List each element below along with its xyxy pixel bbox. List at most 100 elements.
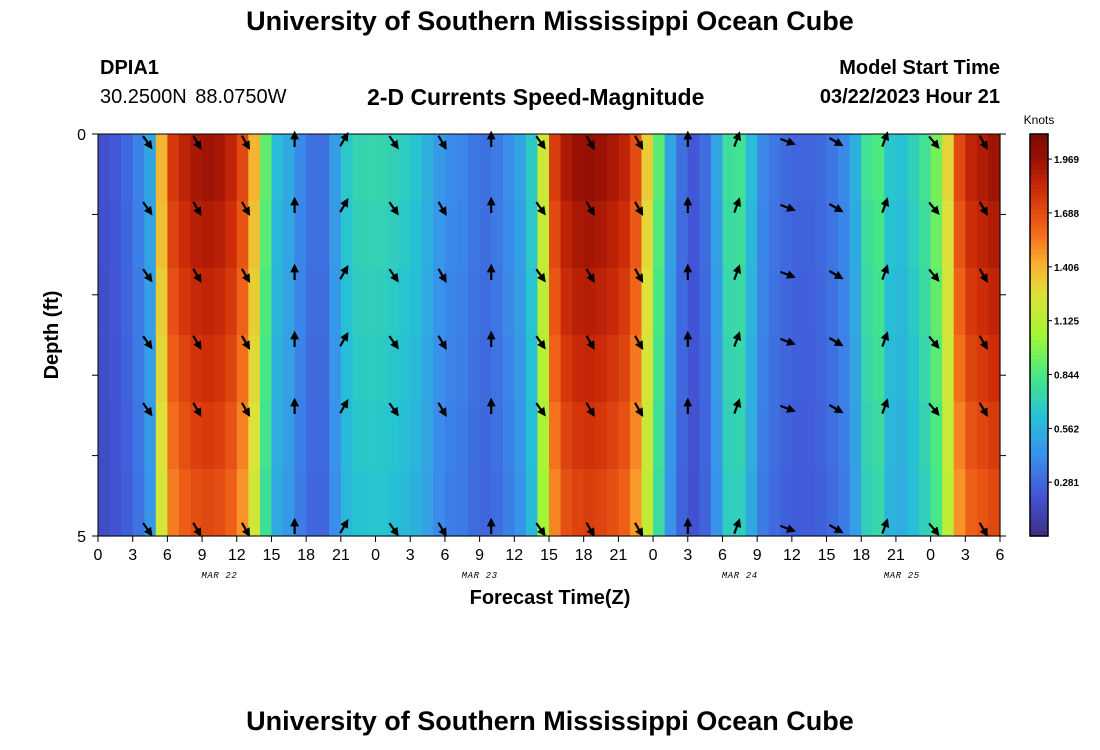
heatmap-cell — [583, 134, 596, 202]
heatmap-cell — [98, 335, 111, 403]
colorbar-segment — [1030, 385, 1048, 391]
x-tick-label: 21 — [332, 547, 350, 564]
heatmap-cell — [629, 201, 643, 269]
heatmap-cell — [549, 134, 562, 202]
colorbar-segment — [1030, 244, 1048, 251]
heatmap-cell — [456, 469, 469, 537]
heatmap-cell — [549, 469, 562, 537]
heatmap-cell — [479, 469, 492, 537]
current-arrow — [732, 264, 742, 280]
colorbar-tick-label: 1.969 — [1054, 155, 1079, 166]
heatmap-cell — [259, 402, 273, 470]
colorbar-segment — [1030, 375, 1048, 381]
x-tick-label: 12 — [505, 547, 523, 564]
heatmap-cell — [653, 402, 666, 470]
current-arrow — [828, 203, 844, 213]
heatmap-cell — [884, 402, 897, 470]
current-arrow — [388, 402, 399, 417]
heatmap-cell — [456, 134, 469, 202]
heatmap-cell — [826, 335, 839, 403]
heatmap-cell — [537, 268, 550, 336]
current-arrow — [339, 331, 349, 347]
heatmap-cell — [965, 134, 978, 202]
heatmap-cell — [259, 201, 273, 269]
heatmap-cell — [329, 402, 342, 470]
x-tick-label: 3 — [128, 547, 137, 564]
heatmap-cell — [618, 134, 631, 202]
heatmap-cell — [791, 469, 805, 537]
colorbar-segment — [1030, 174, 1048, 180]
heatmap-cell — [525, 402, 539, 470]
heatmap-cell — [606, 134, 619, 202]
heatmap-cell — [560, 201, 573, 269]
heatmap-cell — [838, 268, 851, 336]
heatmap-cell — [178, 335, 192, 403]
heatmap-cell — [329, 268, 342, 336]
current-arrow — [780, 524, 796, 533]
heatmap-cell — [757, 201, 770, 269]
heatmap-cell — [178, 469, 192, 537]
current-arrow — [880, 131, 890, 147]
colorbar-segment — [1030, 410, 1048, 417]
heatmap-cell — [387, 469, 400, 537]
heatmap-cell — [375, 134, 388, 202]
heatmap-cell — [387, 268, 400, 336]
current-arrow — [828, 337, 844, 347]
colorbar-segment — [1030, 365, 1048, 371]
heatmap-cell — [491, 335, 504, 403]
heatmap-cell — [849, 402, 862, 470]
heatmap-cell — [722, 268, 735, 336]
heatmap-cell — [930, 335, 943, 403]
colorbar-segment — [1030, 350, 1048, 356]
heatmap-cell — [745, 469, 758, 537]
heatmap-cell — [965, 201, 978, 269]
heatmap-cell — [306, 469, 319, 537]
heatmap-cell — [190, 402, 203, 470]
heatmap-cell — [664, 201, 677, 269]
heatmap-cell — [98, 268, 111, 336]
model-start-label: Model Start Time — [839, 57, 1000, 79]
heatmap-cell — [838, 201, 851, 269]
heatmap-cell — [838, 469, 851, 537]
current-arrow — [880, 197, 890, 213]
heatmap-cell — [965, 335, 978, 403]
heatmap-cell — [907, 335, 920, 403]
heatmap-cell — [410, 268, 423, 336]
heatmap-cell — [283, 335, 296, 403]
colorbar-segment — [1030, 134, 1048, 140]
heatmap-cell — [259, 268, 273, 336]
current-arrow — [240, 135, 251, 151]
heatmap-cell — [884, 134, 897, 202]
heatmap-cell — [641, 402, 654, 470]
heatmap-cell — [768, 335, 781, 403]
colorbar-segment — [1030, 239, 1048, 246]
heatmap-cell — [132, 469, 145, 537]
heatmap-cell — [699, 201, 712, 269]
heatmap-cell — [236, 402, 249, 470]
heatmap-cell — [838, 402, 851, 470]
colorbar-segment — [1030, 309, 1048, 316]
colorbar-segment — [1030, 224, 1048, 231]
heatmap-cell — [722, 402, 735, 470]
heatmap-cell — [606, 201, 619, 269]
heatmap-cell — [560, 335, 573, 403]
heatmap-cell — [791, 134, 805, 202]
heatmap-cell — [606, 268, 619, 336]
current-arrow — [388, 201, 399, 216]
heatmap-cell — [329, 335, 342, 403]
heatmap-cell — [456, 335, 469, 403]
heatmap-cell — [410, 335, 423, 403]
current-arrow — [240, 268, 251, 284]
colorbar-segment — [1030, 470, 1048, 477]
y-tick-label: 5 — [77, 529, 86, 546]
heatmap-cell — [444, 335, 458, 403]
colorbar-segment — [1030, 269, 1048, 276]
current-arrow — [780, 337, 796, 346]
heatmap-cell — [121, 201, 134, 269]
heatmap-cell — [456, 402, 469, 470]
heatmap-cell — [861, 402, 874, 470]
heatmap-cell — [190, 201, 203, 269]
colorbar-segment — [1030, 510, 1048, 517]
current-arrow — [780, 137, 796, 146]
heatmap-cell — [664, 402, 677, 470]
